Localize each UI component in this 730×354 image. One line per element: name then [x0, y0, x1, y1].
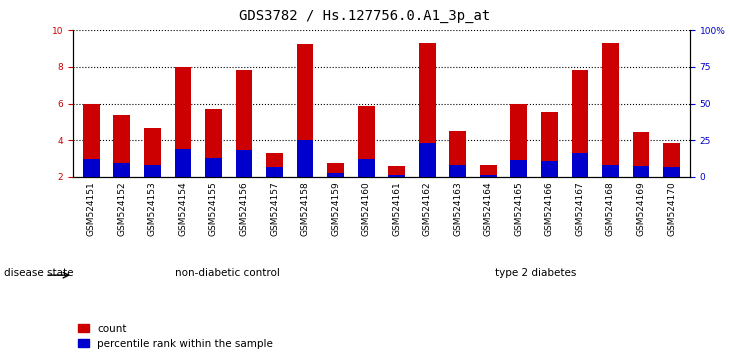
Bar: [480, 165, 496, 177]
Bar: [541, 112, 558, 177]
Text: GSM524162: GSM524162: [423, 181, 431, 236]
Bar: [663, 167, 680, 177]
Text: GSM524157: GSM524157: [270, 181, 279, 236]
Bar: [450, 165, 466, 177]
Bar: [174, 149, 191, 177]
Text: GSM524155: GSM524155: [209, 181, 218, 236]
Bar: [480, 175, 496, 177]
Text: GSM524161: GSM524161: [392, 181, 402, 236]
Bar: [83, 103, 100, 177]
Text: GSM524166: GSM524166: [545, 181, 554, 236]
Bar: [236, 70, 253, 177]
Bar: [419, 143, 436, 177]
Bar: [144, 165, 161, 177]
Bar: [358, 106, 374, 177]
Legend: count, percentile rank within the sample: count, percentile rank within the sample: [78, 324, 273, 349]
Bar: [174, 67, 191, 177]
Bar: [205, 109, 222, 177]
Bar: [266, 154, 283, 177]
Text: GSM524163: GSM524163: [453, 181, 462, 236]
Bar: [633, 132, 650, 177]
Bar: [144, 129, 161, 177]
Text: disease state: disease state: [4, 268, 73, 279]
Bar: [358, 159, 374, 177]
Bar: [510, 160, 527, 177]
Text: GSM524152: GSM524152: [118, 181, 126, 236]
Bar: [388, 166, 405, 177]
Text: GSM524153: GSM524153: [148, 181, 157, 236]
Text: GDS3782 / Hs.127756.0.A1_3p_at: GDS3782 / Hs.127756.0.A1_3p_at: [239, 9, 491, 23]
Bar: [83, 159, 100, 177]
Bar: [602, 165, 619, 177]
Text: GSM524160: GSM524160: [361, 181, 371, 236]
Text: GSM524159: GSM524159: [331, 181, 340, 236]
Bar: [388, 175, 405, 177]
Bar: [113, 163, 130, 177]
Bar: [296, 140, 313, 177]
Bar: [419, 43, 436, 177]
Bar: [572, 153, 588, 177]
Bar: [633, 166, 650, 177]
Text: GSM524151: GSM524151: [87, 181, 96, 236]
Bar: [602, 43, 619, 177]
Text: type 2 diabetes: type 2 diabetes: [495, 268, 576, 279]
Bar: [327, 173, 344, 177]
Bar: [205, 158, 222, 177]
Bar: [450, 131, 466, 177]
Text: GSM524167: GSM524167: [575, 181, 585, 236]
Bar: [541, 161, 558, 177]
Bar: [266, 167, 283, 177]
Bar: [327, 163, 344, 177]
Text: GSM524158: GSM524158: [301, 181, 310, 236]
Text: GSM524164: GSM524164: [484, 181, 493, 236]
Text: GSM524169: GSM524169: [637, 181, 645, 236]
Text: GSM524156: GSM524156: [239, 181, 248, 236]
Bar: [572, 70, 588, 177]
Text: GSM524170: GSM524170: [667, 181, 676, 236]
Bar: [113, 115, 130, 177]
Bar: [510, 103, 527, 177]
Bar: [236, 150, 253, 177]
Bar: [663, 143, 680, 177]
Text: GSM524154: GSM524154: [178, 181, 188, 236]
Text: GSM524165: GSM524165: [515, 181, 523, 236]
Text: non-diabetic control: non-diabetic control: [174, 268, 280, 279]
Bar: [296, 44, 313, 177]
Text: GSM524168: GSM524168: [606, 181, 615, 236]
